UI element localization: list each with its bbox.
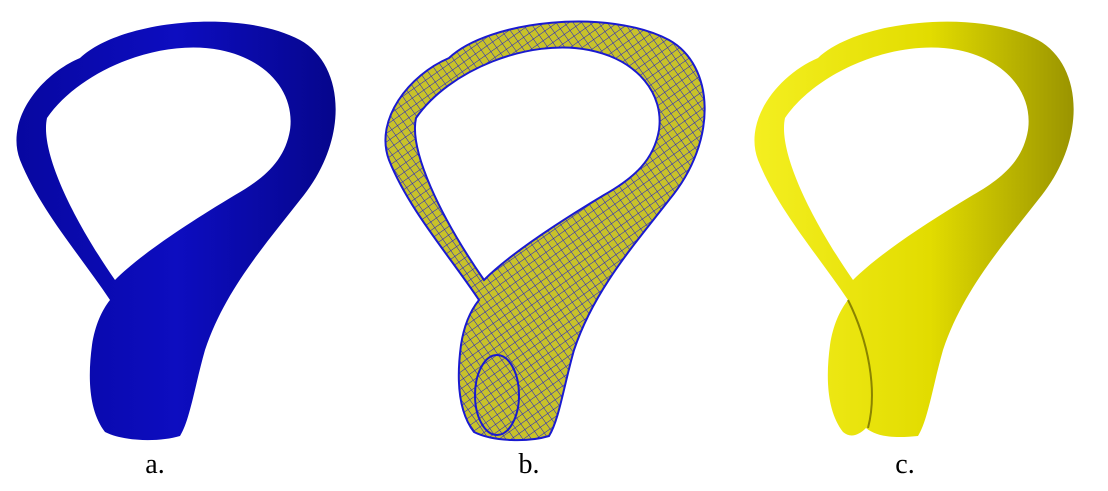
panel-c [738,0,1107,491]
klein-surface-wireframe [384,20,706,442]
klein-surface-solid-blue [16,21,336,441]
panel-a [0,0,369,491]
panel-b [369,0,738,491]
caption-b: b. [518,449,540,480]
caption-c: c. [895,449,915,480]
caption-a: a. [145,449,165,480]
klein-surface-shaded-yellow [754,21,1074,438]
